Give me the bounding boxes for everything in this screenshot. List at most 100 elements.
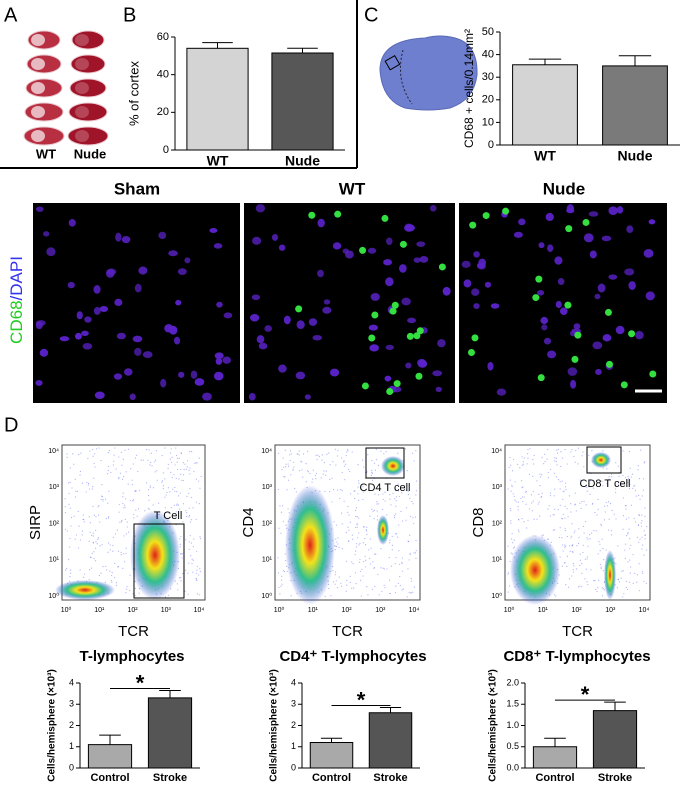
event xyxy=(633,517,635,520)
event xyxy=(562,491,564,493)
event xyxy=(615,488,617,490)
event xyxy=(620,577,622,579)
event xyxy=(638,494,640,496)
event xyxy=(518,531,520,533)
event xyxy=(584,578,586,580)
event xyxy=(592,487,595,489)
event xyxy=(93,558,95,560)
event xyxy=(622,450,624,452)
event xyxy=(130,468,132,470)
event xyxy=(591,503,594,505)
nucleus xyxy=(213,371,224,381)
event xyxy=(373,509,376,511)
event xyxy=(118,456,120,458)
event xyxy=(92,542,94,544)
event xyxy=(629,483,631,485)
event xyxy=(401,589,403,591)
event xyxy=(541,474,543,476)
event xyxy=(405,507,407,509)
event xyxy=(290,595,292,597)
event xyxy=(644,534,646,536)
nucleus xyxy=(643,249,654,258)
event xyxy=(114,562,116,564)
event xyxy=(375,458,378,461)
cd68-cell xyxy=(334,210,342,218)
nucleus xyxy=(317,269,324,278)
event xyxy=(384,491,386,493)
event xyxy=(334,571,337,573)
event xyxy=(567,516,569,518)
nucleus xyxy=(547,350,557,359)
event xyxy=(69,546,71,548)
event xyxy=(391,544,393,546)
event xyxy=(621,570,623,572)
event xyxy=(345,463,347,465)
gate-label: T Cell xyxy=(154,510,183,522)
event xyxy=(510,522,512,524)
event xyxy=(189,534,191,537)
event xyxy=(100,498,102,501)
nucleus xyxy=(437,339,446,348)
event xyxy=(588,454,590,456)
event xyxy=(186,512,188,514)
event xyxy=(289,454,291,456)
event xyxy=(161,455,163,457)
event xyxy=(369,515,371,517)
event xyxy=(287,463,289,465)
y-tick-label: 40 xyxy=(482,49,494,61)
event xyxy=(532,500,534,502)
event xyxy=(570,511,572,513)
significance-mark: * xyxy=(136,670,145,695)
nucleus xyxy=(518,218,526,226)
event xyxy=(522,461,524,463)
nucleus xyxy=(43,231,50,237)
event xyxy=(630,566,632,568)
event xyxy=(341,523,343,525)
event xyxy=(125,552,127,554)
event xyxy=(366,526,368,528)
event xyxy=(354,553,356,556)
event xyxy=(540,496,542,498)
event xyxy=(532,458,534,461)
event xyxy=(555,460,557,463)
event xyxy=(415,480,418,482)
event xyxy=(581,572,583,574)
event xyxy=(620,483,622,485)
event xyxy=(413,460,415,462)
y-tick-label: 10¹ xyxy=(49,557,60,564)
x-tick-label: 10³ xyxy=(605,607,616,614)
event xyxy=(509,560,511,563)
event xyxy=(316,458,318,461)
event xyxy=(611,476,613,478)
event xyxy=(553,514,555,516)
event xyxy=(182,503,184,505)
event xyxy=(601,587,603,589)
event xyxy=(74,496,77,498)
nucleus xyxy=(283,315,291,325)
event xyxy=(408,559,410,561)
event xyxy=(605,549,607,551)
event xyxy=(150,461,152,463)
y-tick-label: 4 xyxy=(291,677,296,687)
event xyxy=(389,498,391,500)
event xyxy=(606,468,608,470)
event xyxy=(559,527,561,529)
y-tick-label: 10 xyxy=(482,116,494,128)
event xyxy=(190,519,192,521)
nucleus xyxy=(312,335,323,341)
slice-highlight xyxy=(31,58,45,70)
event xyxy=(540,496,543,498)
event xyxy=(564,527,566,529)
event xyxy=(574,530,576,532)
event xyxy=(180,577,182,579)
event xyxy=(408,591,410,594)
event xyxy=(640,522,642,524)
event xyxy=(122,553,125,555)
event xyxy=(624,557,626,559)
event xyxy=(332,581,335,583)
event xyxy=(636,536,639,538)
cd68-cell xyxy=(391,301,399,309)
event xyxy=(380,567,382,569)
event xyxy=(123,504,126,506)
x-tick-label: 10⁰ xyxy=(504,606,515,614)
